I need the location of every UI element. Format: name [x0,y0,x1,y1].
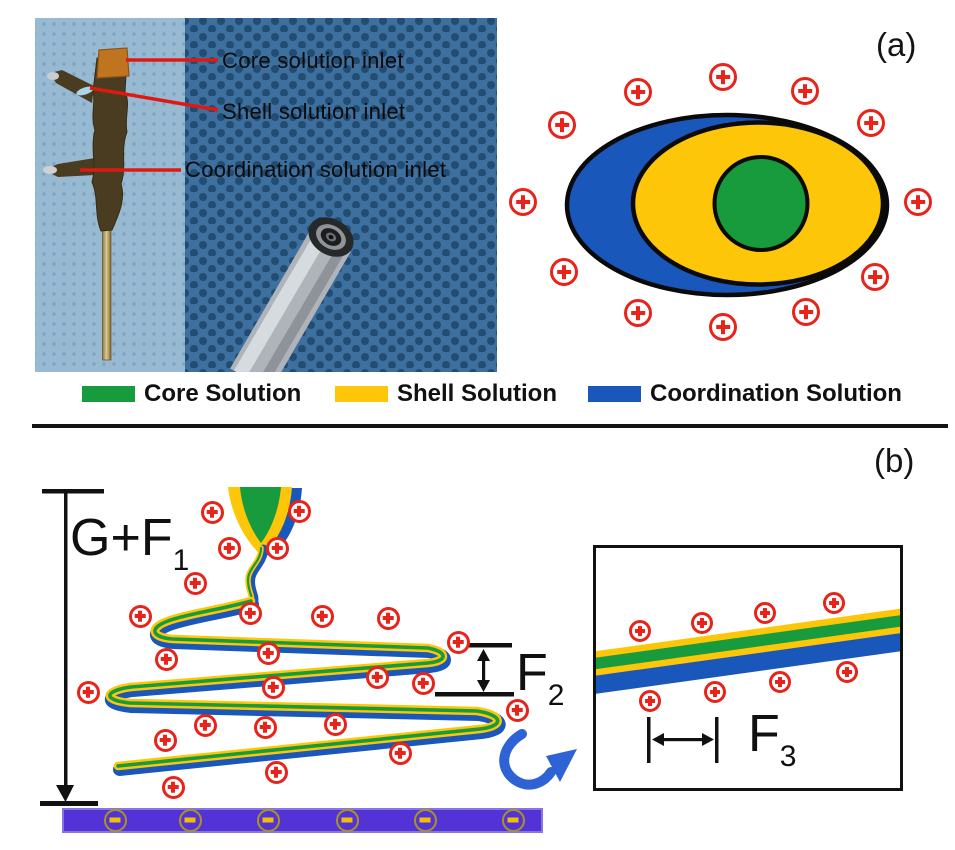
plus-charge-icon [128,604,152,628]
plus-charge-icon [217,536,241,560]
minus-charge-icon [413,808,437,832]
shell-inlet-tip [47,72,59,80]
plus-charge-icon [154,647,178,671]
minus-charge-icon [256,808,280,832]
core-inlet-cap [96,47,130,79]
plus-charge-icon [624,78,652,106]
whipping-fiber [105,596,506,776]
collector-plate [62,808,543,833]
coordination-solution-swatch [588,386,641,402]
plus-charge-icon [153,728,177,752]
plus-charge-icon [861,263,889,291]
plus-charge-icon [769,671,791,693]
f3-annotation [647,717,719,763]
curved-arrow [499,729,577,790]
spinneret-device [43,47,130,361]
plus-charge-icon [505,698,529,722]
electrospinning-jet-diagram [40,487,577,806]
plus-charge-icon [446,630,470,654]
shell-inlet-label: Shell solution inlet [222,99,406,124]
minus-charge-icon [501,808,525,832]
plus-charge-icon [823,592,845,614]
minus-charge-icon [178,808,202,832]
plus-charge-icon [709,313,737,341]
spinneret-photo [35,18,497,372]
double-arrow-vertical [482,656,486,684]
plus-charge-icon [253,715,277,739]
leader-lines [80,58,219,172]
plus-charge-icon [310,604,334,628]
panel-b-letter: (b) [874,442,915,479]
spinneret-needle [102,227,112,361]
minus-charge-icon [103,808,127,832]
plus-charge-icon [709,63,737,91]
plus-charge-icon [323,712,347,736]
legend-label-core: Core Solution [144,380,302,407]
plus-charge-icon [161,775,185,799]
legend-item-shell: Shell Solution [335,380,557,407]
plus-charge-icon [550,258,578,286]
minus-charge-icon [335,808,359,832]
plus-charge-icon [261,675,285,699]
gravity-force-arrow [40,489,104,806]
double-arrow-horizontal [658,738,708,742]
plus-charge-icon [388,741,412,765]
plus-charge-icon [264,760,288,784]
down-arrow [56,785,74,802]
inset-zoom-box: F3 [593,545,903,791]
core-solution-swatch [82,386,135,402]
inset-fiber [596,608,900,694]
plus-charge-icon [376,606,400,630]
plus-charge-icon [287,499,311,523]
plus-charge-icon [238,601,262,625]
core-inlet-label: Core solution inlet [222,48,404,73]
plus-charge-icon [509,188,537,216]
legend-item-coordination: Coordination Solution [588,380,902,407]
needle-tip [308,217,354,257]
plus-charge-icon [200,500,224,524]
needle-closeup [230,217,354,372]
plus-charge-icon [265,536,289,560]
shell-solution-swatch [335,386,388,402]
plus-charge-icon [548,111,576,139]
f2-annotation [435,643,514,697]
gravity-force-label: G+F1 [70,509,190,577]
coordination-inlet-label: Coordination solution inlet [185,157,447,182]
plus-charge-icon [624,299,652,327]
jet-thin-segment [245,544,268,608]
legend-label-coordination: Coordination Solution [650,380,902,407]
panel-divider-line [32,424,948,428]
legend-item-core: Core Solution [82,380,302,407]
plus-charge-icon [365,665,389,689]
plus-charge-icon [704,681,726,703]
plus-charge-icon [629,620,651,642]
panel-a-letter: (a) [876,26,917,63]
plus-charge-icon [76,680,100,704]
plus-charge-icon [754,602,776,624]
plus-charge-icon [256,641,280,665]
plus-charge-icon [639,690,661,712]
plus-charge-icon [836,661,858,683]
plus-charge-icon [411,671,435,695]
f3-force-label: F3 [748,705,797,773]
inset-fiber-diagram [596,608,900,763]
fiber-cross-section-diagram [564,112,890,298]
plus-charge-icon [791,77,819,105]
plus-charge-icon [183,571,207,595]
plus-charge-icon [857,109,885,137]
legend-label-shell: Shell Solution [397,380,557,407]
f2-force-label: F2 [516,644,565,712]
plus-charge-icon [904,188,932,216]
plus-charge-icon [691,612,713,634]
plus-charge-icon [792,298,820,326]
core-solution-circle [712,155,810,252]
coordination-inlet-tip [43,166,57,174]
plus-charge-icon [193,713,217,737]
